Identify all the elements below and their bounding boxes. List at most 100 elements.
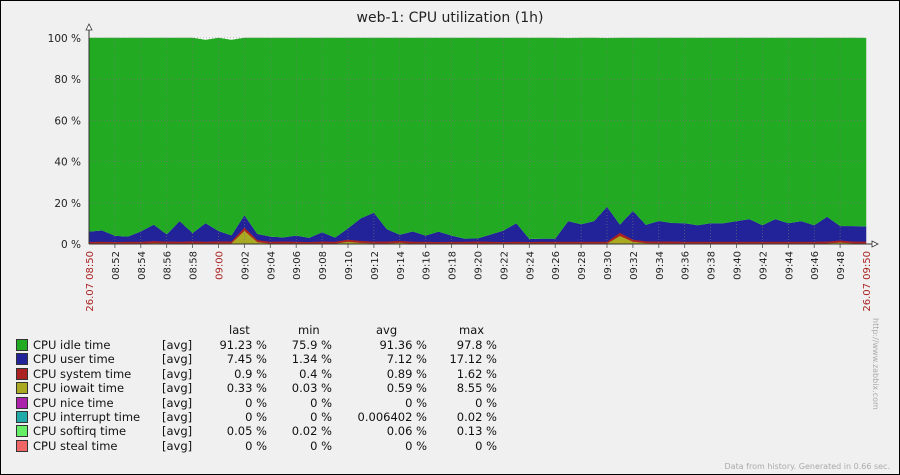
y-tick-label: 60 % [54, 115, 81, 127]
legend-min-value: 0 % [310, 410, 332, 424]
legend-last-value: 0 % [245, 395, 267, 410]
x-tick-label: 09:04 [266, 251, 277, 280]
legend-avg-value: 91.36 % [379, 338, 427, 352]
x-tick-label: 09:22 [499, 251, 510, 280]
x-tick-label: 09:38 [707, 251, 718, 280]
legend-avg-value: 7.12 % [386, 352, 427, 367]
x-tick-label: 09:12 [370, 251, 381, 280]
legend-swatch [16, 396, 28, 409]
legend-max-value: 0 % [475, 395, 497, 410]
legend-swatch [16, 425, 28, 438]
x-tick-label: 08:52 [111, 251, 122, 280]
legend-function: [avg] [162, 352, 193, 367]
x-tick-label: 09:48 [836, 251, 847, 280]
x-axis-arrow [871, 240, 879, 248]
legend-min-value: 0.02 % [291, 424, 332, 439]
legend-avg-value: 0 % [405, 438, 427, 453]
y-tick-label: 80 % [54, 74, 81, 86]
cpu-utilization-chart: 0 % 20 % 40 % 60 % 80 % 100 % 08:52 08:54 08:56 0… [48, 23, 879, 312]
legend-max-value: 0.02 % [456, 410, 497, 424]
legend-max-value: 0 % [475, 438, 497, 453]
legend-function: [avg] [162, 366, 193, 381]
legend-series-name: CPU softirq time [33, 424, 127, 439]
footer-text: Data from history. Generated in 0.66 sec… [724, 462, 890, 471]
legend-row: CPU nice time [avg] 0 % 0 % 0 % 0 % [16, 396, 536, 410]
legend-header-last: last [229, 323, 250, 337]
y-tick-label: 20 % [54, 198, 81, 210]
legend-min-value: 1.34 % [291, 352, 332, 367]
legend-header-max: max [459, 323, 485, 337]
x-start-label: 26.07 08:50 [85, 251, 96, 312]
legend-function: [avg] [162, 424, 193, 439]
legend-row: CPU interrupt time [avg] 0 % 0 % 0.006402 % 0… [16, 410, 536, 424]
x-tick-label: 08:56 [163, 251, 174, 280]
legend-function: [avg] [162, 338, 193, 352]
legend-avg-value: 0.59 % [386, 381, 427, 396]
legend-series-name: CPU steal time [33, 438, 118, 453]
x-tick-label: 09:34 [655, 251, 666, 280]
legend-function: [avg] [162, 395, 193, 410]
x-tick-label: 09:10 [344, 251, 355, 280]
legend-row: CPU idle time [avg] 91.23 % 75.9 % 91.36 % 97… [16, 338, 536, 352]
legend-swatch [16, 353, 28, 366]
legend-max-value: 17.12 % [449, 352, 497, 367]
x-tick-label: 09:02 [240, 251, 251, 280]
legend-max-value: 1.62 % [456, 366, 497, 381]
legend-max-value: 8.55 % [456, 381, 497, 396]
legend-last-value: 7.45 % [226, 352, 267, 367]
x-end-label: 26.07 09:50 [862, 251, 873, 312]
legend-swatch [16, 382, 28, 395]
legend-min-value: 0.4 % [299, 366, 332, 381]
legend-header-avg: avg [376, 323, 398, 337]
legend-row: CPU steal time [avg] 0 % 0 % 0 % 0 % [16, 439, 536, 453]
legend-last-value: 0 % [245, 410, 267, 424]
legend-function: [avg] [162, 381, 193, 396]
legend-swatch [16, 411, 28, 423]
x-tick-label: 09:26 [551, 251, 562, 280]
series-area-4 [88, 37, 867, 239]
legend-max-value: 97.8 % [456, 338, 497, 352]
x-tick-label: 09:24 [525, 251, 536, 280]
legend-min-value: 75.9 % [291, 338, 332, 352]
legend-function: [avg] [162, 410, 193, 424]
x-tick-label: 09:28 [577, 251, 588, 280]
legend-avg-value: 0 % [405, 395, 427, 410]
x-tick-label: 09:46 [810, 251, 821, 280]
legend-swatch [16, 367, 28, 380]
legend-function: [avg] [162, 438, 193, 453]
x-tick-label: 09:40 [733, 251, 744, 280]
side-watermark: http://www.zabbix.com [871, 318, 880, 410]
legend-series-name: CPU iowait time [33, 381, 125, 396]
legend-last-value: 0 % [245, 438, 267, 453]
x-tick-label: 09:16 [422, 251, 433, 280]
legend-last-value: 91.23 % [219, 338, 267, 352]
legend-header-min: min [298, 323, 320, 337]
legend-min-value: 0 % [310, 395, 332, 410]
x-tick-label: 08:54 [137, 251, 148, 280]
legend-series-name: CPU nice time [33, 395, 114, 410]
y-tick-label: 0 % [61, 239, 81, 251]
legend-row: CPU softirq time [avg] 0.05 % 0.02 % 0.06 % 0… [16, 424, 536, 438]
legend-series-name: CPU user time [33, 352, 115, 367]
x-tick-label: 09:32 [629, 251, 640, 280]
legend-series-name: CPU interrupt time [33, 410, 141, 424]
legend-avg-value: 0.006402 % [357, 410, 427, 424]
legend-min-value: 0.03 % [291, 381, 332, 396]
x-tick-label: 09:36 [681, 251, 692, 280]
legend-max-value: 0.13 % [456, 424, 497, 439]
x-tick-label: 08:58 [189, 251, 200, 280]
x-tick-label: 09:18 [448, 251, 459, 280]
legend-avg-value: 0.89 % [386, 366, 427, 381]
legend-last-value: 0.9 % [234, 366, 267, 381]
legend-series-name: CPU idle time [33, 338, 111, 352]
x-tick-label: 09:06 [292, 251, 303, 280]
legend-series-name: CPU system time [33, 366, 132, 381]
x-tick-label: 09:42 [758, 251, 769, 280]
y-axis-arrow [85, 23, 93, 31]
legend-avg-value: 0.06 % [386, 424, 427, 439]
legend-row: CPU system time [avg] 0.9 % 0.4 % 0.89 % 1.62… [16, 367, 536, 381]
x-tick-label: 09:44 [784, 251, 795, 280]
legend-swatch [16, 439, 28, 452]
chart-title: web-1: CPU utilization (1h) [356, 10, 544, 26]
legend-min-value: 0 % [310, 438, 332, 453]
